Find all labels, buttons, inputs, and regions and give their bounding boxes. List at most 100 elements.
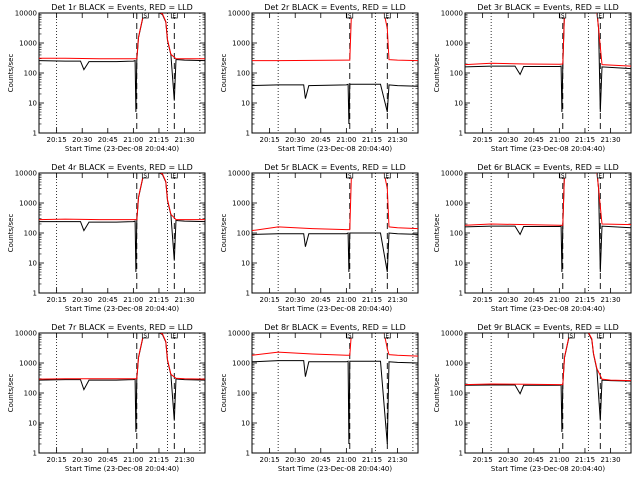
plot-frame [464, 172, 632, 294]
x-tick-label: 21:30 [600, 456, 620, 464]
y-tick-label: 10 [454, 420, 463, 428]
marker-label: S [561, 14, 565, 20]
x-tick-label: 20:15 [473, 456, 493, 464]
y-tick-label: 1 [459, 450, 463, 458]
x-tick-label: 20:30 [285, 456, 305, 464]
y-tick-label: 1000 [445, 40, 463, 48]
series-lld [465, 173, 631, 226]
y-axis-label: Counts/sec [433, 374, 441, 413]
panel-title: Det 9r BLACK = Events, RED = LLD [477, 323, 619, 332]
x-tick-label: 20:30 [285, 296, 305, 304]
y-tick-label: 1 [33, 290, 37, 298]
x-tick-label: 21:00 [336, 136, 356, 144]
y-tick-label: 10000 [15, 170, 37, 178]
x-tick-label: 21:15 [575, 456, 595, 464]
panel-title: Det 5r BLACK = Events, RED = LLD [264, 163, 406, 172]
panel-title: Det 4r BLACK = Events, RED = LLD [51, 163, 193, 172]
panel-det-4: Det 4r BLACK = Events, RED = LLD 1 10 100 10… [7, 163, 206, 313]
panel-det-8: Det 8r BLACK = Events, RED = LLD 1 10 100 10… [220, 323, 419, 473]
x-tick-label: 21:00 [549, 456, 569, 464]
marker-box [596, 12, 604, 19]
x-tick-label: 20:30 [72, 456, 92, 464]
marker-box [346, 172, 354, 179]
marker-box [383, 12, 391, 19]
plot-frame [251, 12, 419, 134]
panel-title: Det 2r BLACK = Events, RED = LLD [264, 3, 406, 12]
series-events [465, 333, 631, 433]
series-events [39, 173, 205, 273]
plot-frame [38, 12, 206, 134]
marker-label: E [599, 14, 603, 20]
y-tick-label: 10000 [441, 170, 463, 178]
marker-box [383, 172, 391, 179]
panel-title: Det 8r BLACK = Events, RED = LLD [264, 323, 406, 332]
y-tick-label: 10 [28, 420, 37, 428]
x-tick-label: 20:45 [311, 296, 331, 304]
marker-box [170, 12, 178, 19]
marker-label: E [599, 334, 603, 340]
series-lld [465, 13, 631, 67]
x-tick-label: 21:30 [387, 296, 407, 304]
y-tick-label: 1 [459, 290, 463, 298]
x-tick-label: 20:15 [47, 456, 67, 464]
x-axis-label: Start Time (23-Dec-08 20:04:40) [491, 305, 605, 313]
x-axis-label: Start Time (23-Dec-08 20:04:40) [278, 465, 392, 473]
x-tick-label: 20:15 [473, 136, 493, 144]
panel-det-6: Det 6r BLACK = Events, RED = LLD 1 10 100 10… [433, 163, 632, 313]
x-tick-label: 20:45 [311, 136, 331, 144]
panel-title: Det 7r BLACK = Events, RED = LLD [51, 323, 193, 332]
y-tick-label: 10000 [228, 170, 250, 178]
series-lld [39, 13, 205, 60]
x-tick-label: 20:45 [524, 296, 544, 304]
panel-title: Det 3r BLACK = Events, RED = LLD [477, 3, 619, 12]
x-tick-label: 21:15 [575, 136, 595, 144]
series-events [252, 232, 418, 273]
x-axis-label: Start Time (23-Dec-08 20:04:40) [491, 145, 605, 153]
y-tick-label: 1 [246, 450, 250, 458]
marker-label: E [599, 174, 603, 180]
y-axis-label: Counts/sec [220, 214, 228, 253]
marker-label: E [173, 334, 177, 340]
marker-box [346, 12, 354, 19]
y-tick-label: 10 [241, 100, 250, 108]
x-tick-label: 20:15 [260, 136, 280, 144]
x-axis-label: Start Time (23-Dec-08 20:04:40) [278, 145, 392, 153]
marker-label: S [144, 14, 148, 20]
series-events [252, 360, 418, 445]
marker-box [170, 332, 178, 339]
x-tick-label: 20:30 [498, 136, 518, 144]
marker-box [383, 332, 391, 339]
marker-label: S [348, 174, 352, 180]
marker-box [559, 172, 567, 179]
y-tick-label: 1 [33, 130, 37, 138]
panel-det-5: Det 5r BLACK = Events, RED = LLD 1 10 100 10… [220, 163, 419, 313]
y-tick-label: 1000 [19, 360, 37, 368]
y-tick-label: 10 [454, 260, 463, 268]
series-events [252, 83, 418, 125]
y-tick-label: 10000 [441, 10, 463, 18]
y-tick-label: 100 [24, 390, 37, 398]
marker-label: E [173, 174, 177, 180]
series-events [465, 13, 631, 113]
x-tick-label: 21:15 [149, 456, 169, 464]
marker-box [141, 12, 149, 19]
y-tick-label: 10000 [15, 10, 37, 18]
y-tick-label: 100 [24, 230, 37, 238]
y-tick-label: 10000 [441, 330, 463, 338]
y-tick-label: 1000 [232, 360, 250, 368]
y-axis-label: Counts/sec [433, 214, 441, 253]
x-tick-label: 21:00 [549, 296, 569, 304]
x-tick-label: 20:30 [498, 296, 518, 304]
y-tick-label: 1000 [445, 360, 463, 368]
marker-label: S [144, 334, 148, 340]
panel-det-2: Det 2r BLACK = Events, RED = LLD 1 10 100 10… [220, 3, 419, 153]
y-axis-label: Counts/sec [7, 214, 15, 253]
y-tick-label: 100 [450, 230, 463, 238]
x-tick-label: 21:00 [123, 136, 143, 144]
x-tick-label: 21:15 [362, 136, 382, 144]
y-tick-label: 1 [459, 130, 463, 138]
y-tick-label: 10 [241, 420, 250, 428]
y-axis-label: Counts/sec [220, 374, 228, 413]
y-tick-label: 1000 [19, 200, 37, 208]
marker-box [170, 172, 178, 179]
